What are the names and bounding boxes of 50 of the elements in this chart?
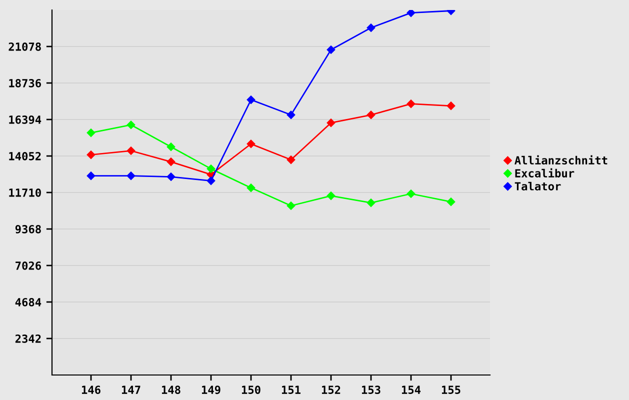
x-tick-label: 148 [162,386,180,394]
point [286,110,296,120]
point [86,172,96,180]
point [166,158,176,166]
point [326,118,336,127]
y-tick-label: 4684 [15,298,42,306]
x-tick-label: 151 [282,386,301,394]
x-tick-label: 149 [202,386,220,394]
y-tick-label: 18736 [9,78,41,88]
point [166,172,176,181]
x-tick-label: 150 [242,386,260,394]
legend-label: Excalibur [515,168,574,178]
y-tick-label: 16394 [9,115,42,124]
point [286,156,296,164]
x-tick-label: 153 [362,386,380,394]
point [166,142,176,151]
point [246,140,256,148]
y-tick-label: 14052 [9,152,41,160]
point [326,192,336,200]
y-tick-label: 11710 [9,188,41,197]
point [126,146,136,155]
point [86,128,96,137]
point [246,184,256,192]
y-tick-label: 2342 [15,334,41,343]
x-tick-label: 147 [122,386,140,394]
x-tick-label: 155 [442,386,460,394]
point [126,172,136,180]
point [366,198,376,207]
point [286,202,296,210]
point [206,164,216,173]
point [86,150,96,159]
x-tick-label: 154 [402,386,421,394]
point [126,120,136,129]
point [206,176,216,185]
legend-label: Allianzschnitt [514,155,608,164]
point [326,46,336,54]
point [406,10,416,17]
x-tick-label: 146 [82,386,100,394]
point [246,96,256,104]
point [366,110,376,120]
y-tick-label: 9368 [15,224,41,234]
y-tick-label: 21078 [8,42,41,51]
point [406,100,416,108]
x-tick-label: 152 [322,386,340,394]
legend-label: Talator [514,182,561,190]
y-tick-label: 7026 [16,261,41,270]
point [446,102,456,110]
point [366,24,376,32]
point [406,190,416,198]
point [446,198,456,206]
